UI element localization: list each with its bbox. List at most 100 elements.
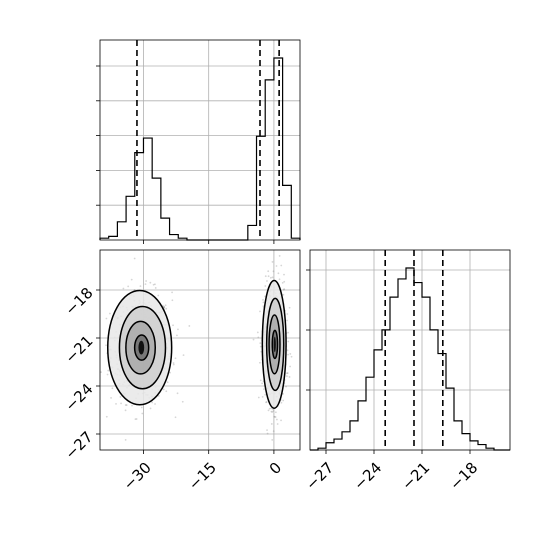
scatter-point	[165, 390, 168, 393]
scatter-point	[171, 299, 174, 302]
scatter-point	[262, 301, 265, 304]
scatter-point	[188, 325, 191, 327]
scatter-point	[272, 270, 275, 273]
scatter-point	[139, 285, 142, 288]
scatter-point	[154, 403, 156, 405]
scatter-point	[135, 418, 138, 420]
scatter-point	[277, 272, 280, 275]
scatter-point	[124, 438, 127, 441]
scatter-point	[286, 375, 288, 378]
scatter-point	[286, 313, 289, 315]
scatter-point	[182, 354, 185, 357]
scatter-point	[271, 276, 274, 279]
scatter-point	[265, 401, 268, 403]
scatter-point	[264, 393, 267, 396]
scatter-point	[125, 404, 128, 406]
scatter-point	[259, 379, 262, 382]
scatter-point	[172, 363, 175, 366]
scatter-point	[176, 392, 179, 395]
scatter-point	[140, 406, 143, 409]
scatter-point	[257, 336, 260, 339]
y-histogram-frame	[309, 249, 511, 451]
scatter-point	[177, 328, 179, 331]
scatter-point	[283, 273, 285, 276]
scatter-point	[162, 388, 165, 391]
scatter-point	[154, 283, 156, 286]
joint-frame	[99, 249, 301, 451]
scatter-point	[289, 365, 292, 368]
y-histogram-quantiles	[384, 250, 444, 450]
scatter-point	[105, 344, 107, 347]
joint-y-tick-label: −18	[61, 284, 96, 319]
scatter-point	[287, 353, 289, 356]
scatter-point	[272, 410, 275, 412]
joint-x-tick-label: 0	[266, 459, 285, 478]
joint-grid	[100, 250, 300, 450]
x-histogram-frame	[99, 39, 301, 241]
scatter-point	[262, 298, 264, 301]
scatter-point	[163, 306, 166, 309]
scatter-point	[264, 275, 267, 278]
scatter-point	[181, 400, 184, 403]
scatter-point	[166, 381, 169, 384]
scatter-point	[273, 415, 276, 418]
y-histogram-tick-label: −21	[398, 459, 433, 494]
scatter-point	[131, 404, 133, 407]
scatter-point	[149, 407, 152, 410]
scatter-point	[174, 416, 177, 419]
joint-ticks	[96, 289, 275, 454]
x-histogram-quantiles	[136, 40, 280, 240]
scatter-point	[105, 317, 108, 320]
scatter-point	[132, 456, 134, 458]
scatter-point	[275, 418, 278, 421]
x-histogram-step	[99, 57, 301, 241]
scatter-point	[157, 294, 160, 297]
scatter-point	[274, 411, 277, 414]
scatter-point	[267, 409, 270, 412]
joint-y-tick-label: −21	[61, 332, 96, 367]
scatter-point	[130, 278, 133, 281]
scatter-point	[282, 392, 284, 395]
scatter-point	[282, 293, 285, 296]
scatter-point	[171, 291, 173, 294]
scatter-point	[115, 402, 117, 405]
joint-y-tick-label: −24	[61, 380, 96, 415]
scatter-point	[151, 401, 154, 404]
scatter-point	[110, 397, 112, 399]
scatter-point	[278, 255, 281, 257]
scatter-point	[172, 324, 174, 327]
scatter-point	[266, 429, 268, 432]
x-histogram-panel	[96, 39, 301, 244]
scatter-point	[282, 288, 285, 291]
scatter-point	[157, 395, 160, 397]
scatter-point	[176, 334, 178, 337]
scatter-point	[106, 373, 109, 376]
y-histogram-tick-label: −24	[350, 459, 385, 494]
y-histogram-ticks	[306, 269, 471, 454]
scatter-point	[105, 415, 108, 418]
scatter-point	[290, 355, 293, 358]
scatter-point	[286, 372, 289, 374]
scatter-point	[281, 281, 284, 284]
scatter-point	[287, 340, 290, 343]
scatter-point	[256, 331, 259, 334]
scatter-point	[145, 280, 148, 282]
scatter-point	[124, 404, 127, 406]
scatter-point	[286, 349, 289, 352]
scatter-point	[266, 432, 269, 435]
scatter-point	[122, 287, 125, 290]
scatter-point	[271, 411, 274, 413]
scatter-point	[119, 396, 122, 398]
scatter-point	[286, 319, 288, 322]
joint-x-tick-label: −15	[185, 459, 220, 494]
scatter-point	[120, 402, 122, 405]
scatter-point	[275, 265, 278, 267]
scatter-point	[287, 331, 290, 334]
scatter-point	[264, 285, 267, 287]
scatter-point	[280, 264, 283, 267]
scatter-point	[164, 304, 167, 307]
scatter-point	[257, 396, 260, 399]
scatter-point	[268, 407, 271, 410]
scatter-point	[289, 353, 292, 355]
